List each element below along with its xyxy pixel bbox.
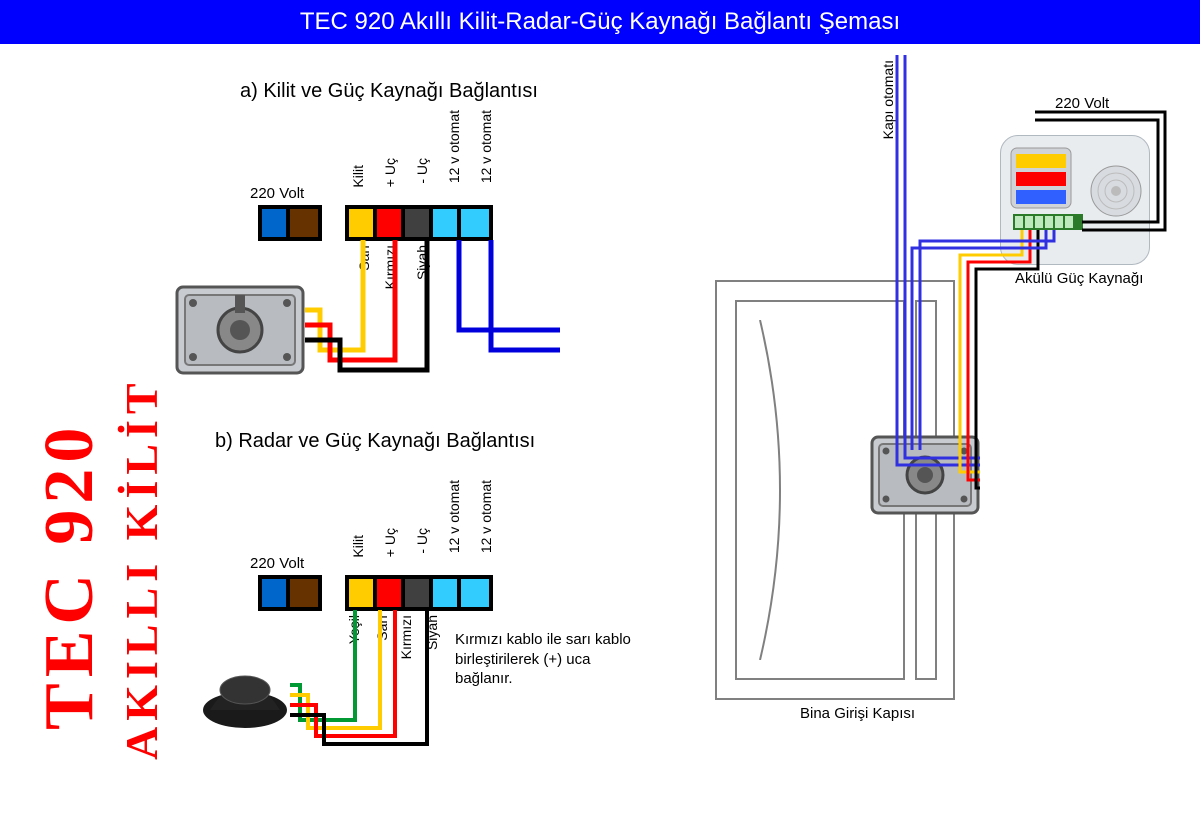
- volt-220-label-b: 220 Volt: [250, 555, 304, 572]
- term-b-bot-2: Sarı: [374, 615, 390, 641]
- lock-device-a: [175, 285, 305, 375]
- term-a-5: [461, 209, 489, 237]
- term-b-5: [461, 579, 489, 607]
- kapi-otomati-label: Kapı otomatı: [880, 60, 896, 139]
- volt-220-block-b: [258, 575, 322, 611]
- term-b-top-2: + Uç: [382, 528, 398, 557]
- lock-device-right: [870, 435, 980, 515]
- term-a-top-5: 12 v otomat: [478, 110, 494, 183]
- term-b-top-1: Kilit: [350, 535, 366, 558]
- volt-220-block-a: [258, 205, 322, 241]
- term-b-top-3: - Uç: [414, 528, 430, 554]
- volt-220-label-right: 220 Volt: [1055, 95, 1109, 112]
- wires-a: [0, 0, 650, 420]
- term-a-top-1: Kilit: [350, 165, 366, 188]
- term-a-2: [377, 209, 405, 237]
- term-a-3: [405, 209, 433, 237]
- term-a-top-4: 12 v otomat: [446, 110, 462, 183]
- term-b-1: [349, 579, 377, 607]
- brand-line1: TEC 920: [30, 422, 110, 730]
- term-b-bot-1: Yeşil: [346, 615, 362, 644]
- term-b-3: [405, 579, 433, 607]
- volt-cell-blue-b: [262, 579, 290, 607]
- wires-right: [0, 0, 1200, 830]
- psu-label: Akülü Güç Kaynağı: [1015, 270, 1143, 287]
- term-b-top-4: 12 v otomat: [446, 480, 462, 553]
- terminal-row-a: [345, 205, 493, 241]
- term-b-2: [377, 579, 405, 607]
- term-a-top-2: + Uç: [382, 158, 398, 187]
- term-a-bot-2: Kırmızı: [382, 245, 398, 289]
- term-b-4: [433, 579, 461, 607]
- radar-device: [200, 660, 290, 730]
- term-a-bot-3: Siyah: [414, 245, 430, 280]
- power-supply-unit: [1000, 135, 1150, 265]
- section-a-title: a) Kilit ve Güç Kaynağı Bağlantısı: [240, 80, 538, 103]
- term-a-bot-1: Sarı: [356, 245, 372, 271]
- terminal-row-b: [345, 575, 493, 611]
- door-curve: [740, 320, 890, 660]
- volt-cell-blue: [262, 209, 290, 237]
- term-a-4: [433, 209, 461, 237]
- page-title: TEC 920 Akıllı Kilit-Radar-Güç Kaynağı B…: [0, 0, 1200, 44]
- door-label: Bina Girişi Kapısı: [800, 705, 915, 722]
- term-b-top-5: 12 v otomat: [478, 480, 494, 553]
- section-b-title: b) Radar ve Güç Kaynağı Bağlantısı: [215, 430, 535, 453]
- term-b-bot-4: Siyah: [424, 615, 440, 650]
- term-b-bot-3: Kırmızı: [398, 615, 414, 659]
- brand-line2: AKILLI KİLİT: [115, 377, 168, 760]
- volt-cell-brown: [290, 209, 318, 237]
- note-b: Kırmızı kablo ile sarı kablo birleştiril…: [455, 630, 635, 689]
- volt-cell-brown-b: [290, 579, 318, 607]
- term-a-top-3: - Uç: [414, 158, 430, 184]
- term-a-1: [349, 209, 377, 237]
- volt-220-label-a: 220 Volt: [250, 185, 304, 202]
